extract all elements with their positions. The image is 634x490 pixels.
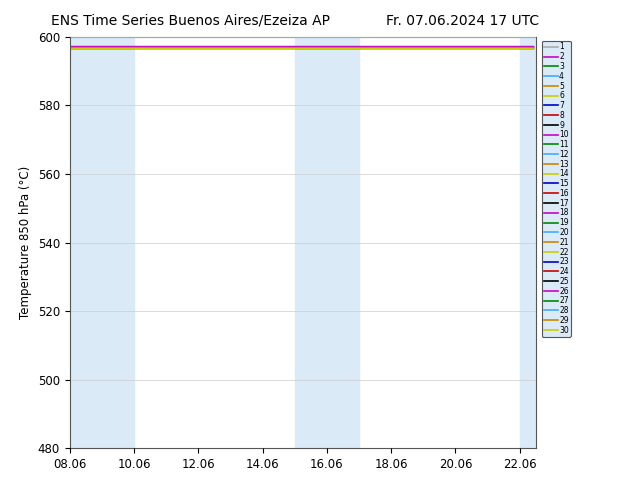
Bar bbox=[520, 37, 536, 448]
Text: Fr. 07.06.2024 17 UTC: Fr. 07.06.2024 17 UTC bbox=[386, 14, 540, 28]
Bar bbox=[295, 37, 359, 448]
Bar bbox=[70, 37, 134, 448]
Legend: 1, 2, 3, 4, 5, 6, 7, 8, 9, 10, 11, 12, 13, 14, 15, 16, 17, 18, 19, 20, 21, 22, 2: 1, 2, 3, 4, 5, 6, 7, 8, 9, 10, 11, 12, 1… bbox=[542, 41, 571, 337]
Y-axis label: Temperature 850 hPa (°C): Temperature 850 hPa (°C) bbox=[19, 166, 32, 319]
Text: ENS Time Series Buenos Aires/Ezeiza AP: ENS Time Series Buenos Aires/Ezeiza AP bbox=[51, 14, 330, 28]
